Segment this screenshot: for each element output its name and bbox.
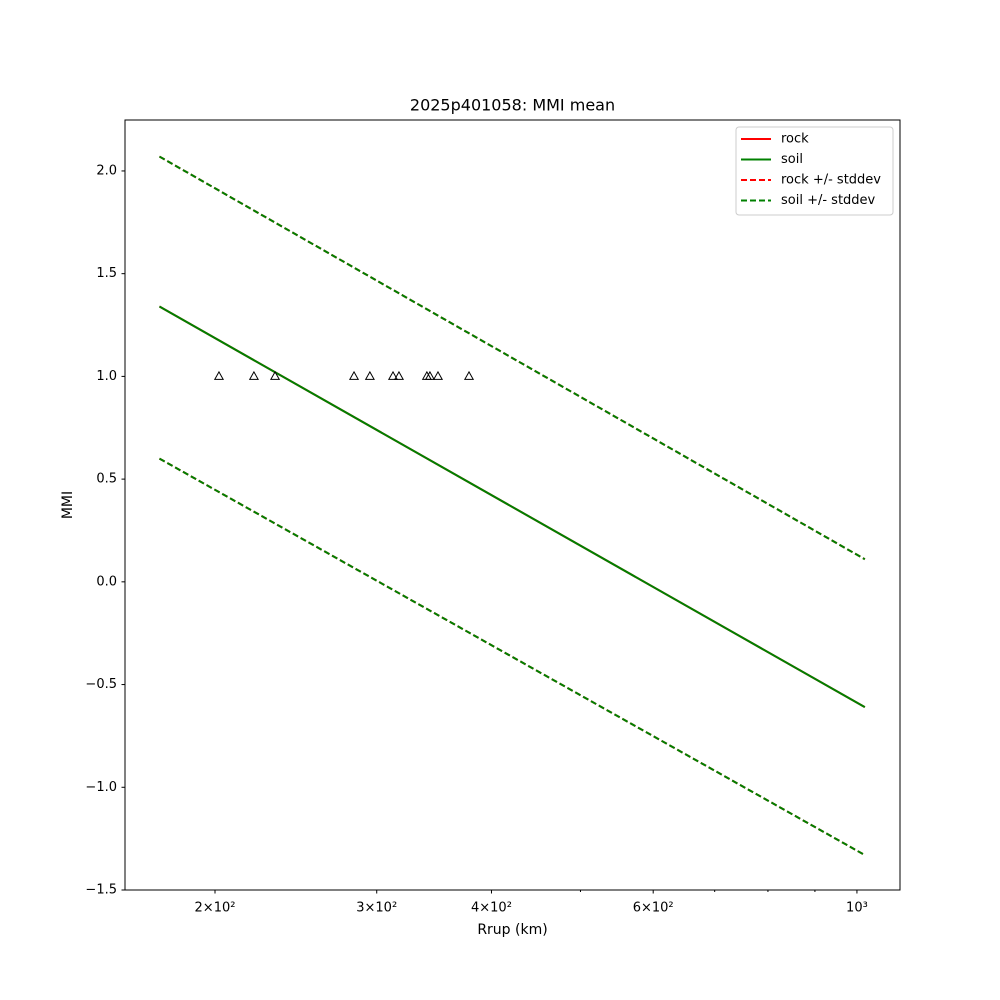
y-tick-label: 0.5 [96, 472, 117, 487]
plot-frame [124, 119, 901, 891]
data-point [213, 370, 225, 380]
x-axis-label: Rrup (km) [477, 922, 547, 938]
y-tick-label: 1.0 [96, 369, 117, 384]
y-tick-label: −1.5 [85, 883, 117, 898]
x-tick-label: 3×10² [356, 901, 397, 916]
data-point [364, 370, 375, 380]
stddev-line [158, 457, 866, 856]
x-tick-label: 2×10² [195, 901, 236, 916]
x-tick-label: 10³ [846, 901, 868, 916]
data-point [463, 370, 475, 380]
legend-label: soil [781, 152, 803, 167]
data-point [348, 370, 360, 380]
data-point [248, 370, 259, 380]
legend-box [735, 126, 894, 216]
stddev-line [158, 155, 866, 561]
x-tick-label: 4×10² [471, 901, 512, 916]
data-point [270, 370, 281, 380]
data-point [424, 370, 435, 380]
legend-label: rock [781, 132, 809, 147]
y-tick-label: 2.0 [96, 163, 117, 178]
y-tick-label: 1.5 [96, 266, 117, 281]
legend-label: rock +/- stddev [781, 173, 881, 188]
y-axis-label: MMI [60, 491, 76, 519]
y-tick-label: −1.0 [85, 780, 117, 795]
x-tick-label: 6×10² [633, 901, 674, 916]
legend-label: soil +/- stddev [781, 193, 876, 208]
data-point [393, 370, 405, 380]
data-point [387, 370, 399, 380]
chart-title: 2025p401058: MMI mean [410, 96, 615, 115]
y-tick-label: 0.0 [96, 574, 117, 589]
mean-line [158, 305, 866, 709]
data-point [432, 370, 444, 380]
y-tick-label: −0.5 [85, 677, 117, 692]
